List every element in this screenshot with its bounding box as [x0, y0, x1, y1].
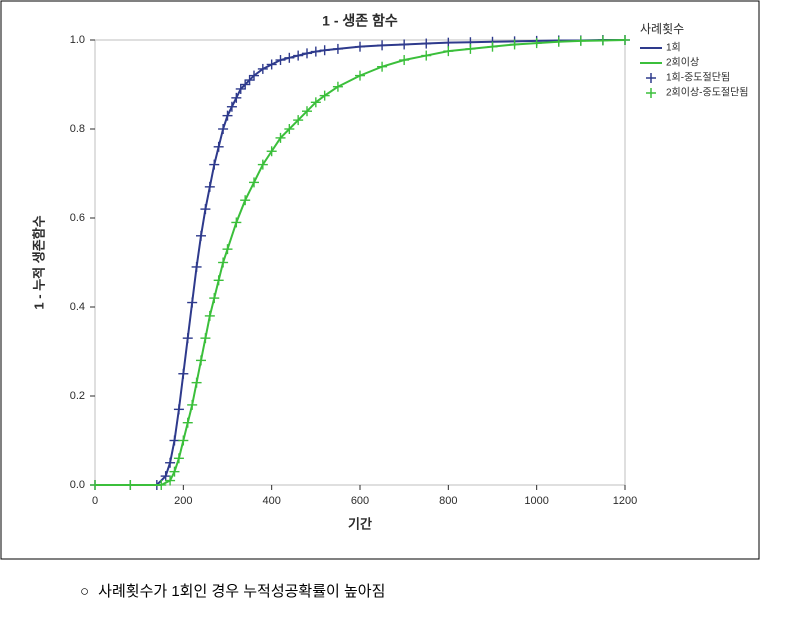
- svg-text:200: 200: [174, 495, 192, 507]
- caption-bullet: ○: [80, 583, 94, 600]
- svg-text:0: 0: [92, 495, 98, 507]
- x-axis-label: 기간: [348, 516, 372, 531]
- svg-text:0.2: 0.2: [70, 390, 85, 402]
- svg-text:1000: 1000: [524, 495, 548, 507]
- svg-text:600: 600: [351, 495, 369, 507]
- svg-text:1.0: 1.0: [70, 34, 85, 46]
- legend-item-label: 2회이상: [666, 57, 699, 69]
- svg-text:0.4: 0.4: [70, 301, 85, 313]
- caption-line: ○ 사례횟수가 1회인 경우 누적성공확률이 높아짐: [80, 580, 385, 601]
- y-axis-label: 1 - 누적 생존함수: [31, 215, 46, 309]
- survival-chart: 1 - 생존 함수 0 200 400 600 800 1000 1200 0.0 0.2 0.4 0…: [0, 0, 760, 565]
- caption-text: 사례횟수가 1회인 경우 누적성공확률이 높아짐: [98, 583, 385, 600]
- svg-text:0.0: 0.0: [70, 479, 85, 491]
- legend-item-label: 2회이상-중도절단됨: [666, 86, 749, 99]
- svg-text:0.6: 0.6: [70, 212, 85, 224]
- svg-text:400: 400: [262, 495, 280, 507]
- legend-item-label: 1회: [666, 42, 681, 54]
- legend-item-label: 1회-중도절단됨: [666, 71, 730, 84]
- figure-root: 1 - 생존 함수 0 200 400 600 800 1000 1200 0.0 0.2 0.4 0…: [0, 0, 797, 626]
- svg-text:1200: 1200: [613, 495, 637, 507]
- chart-svg: 1 - 생존 함수 0 200 400 600 800 1000 1200 0.0 0.2 0.4 0…: [0, 0, 760, 560]
- svg-text:0.8: 0.8: [70, 123, 85, 135]
- svg-text:800: 800: [439, 495, 457, 507]
- legend-title: 사례횟수: [640, 22, 684, 36]
- chart-title: 1 - 생존 함수: [322, 13, 398, 29]
